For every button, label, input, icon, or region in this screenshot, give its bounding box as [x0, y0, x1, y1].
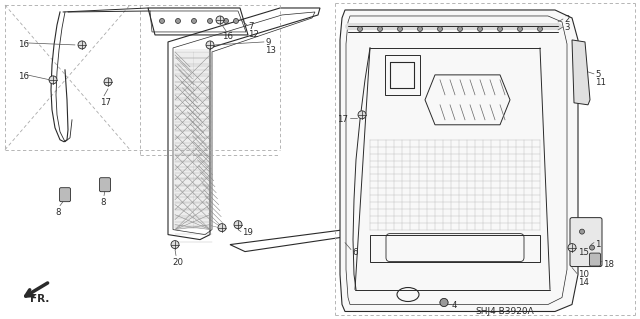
Circle shape — [538, 26, 543, 32]
Polygon shape — [572, 40, 590, 105]
Text: 16: 16 — [18, 72, 29, 81]
Text: 9: 9 — [265, 38, 270, 47]
Circle shape — [218, 224, 226, 232]
Text: 17: 17 — [337, 115, 348, 124]
Text: 5: 5 — [595, 70, 600, 79]
Circle shape — [159, 19, 164, 24]
Text: 15: 15 — [578, 248, 589, 256]
Circle shape — [477, 26, 483, 32]
Circle shape — [518, 26, 522, 32]
Text: 11: 11 — [595, 78, 606, 87]
Text: 17: 17 — [100, 98, 111, 107]
Text: FR.: FR. — [30, 293, 49, 303]
Circle shape — [78, 41, 86, 49]
Text: 1: 1 — [595, 240, 600, 249]
Circle shape — [378, 26, 383, 32]
Circle shape — [234, 19, 239, 24]
Text: 7: 7 — [248, 22, 253, 31]
Circle shape — [568, 244, 576, 252]
Circle shape — [397, 26, 403, 32]
Text: 13: 13 — [265, 46, 276, 55]
Text: 8: 8 — [55, 208, 61, 217]
Text: 10: 10 — [578, 270, 589, 278]
Text: 2: 2 — [564, 15, 570, 24]
Polygon shape — [340, 10, 578, 311]
FancyBboxPatch shape — [99, 178, 111, 192]
Circle shape — [223, 19, 228, 24]
Text: 12: 12 — [248, 30, 259, 39]
Text: 18: 18 — [603, 260, 614, 269]
Circle shape — [438, 26, 442, 32]
Text: 16: 16 — [222, 32, 233, 41]
Circle shape — [216, 16, 224, 24]
Circle shape — [207, 19, 212, 24]
Text: 6: 6 — [352, 248, 358, 256]
Circle shape — [497, 26, 502, 32]
Text: 16: 16 — [18, 40, 29, 49]
Text: 14: 14 — [578, 278, 589, 286]
Circle shape — [589, 245, 595, 250]
Circle shape — [206, 41, 214, 49]
FancyBboxPatch shape — [570, 218, 602, 267]
Circle shape — [49, 76, 57, 84]
Text: SHJ4-B3920A: SHJ4-B3920A — [475, 308, 534, 316]
Text: 8: 8 — [100, 198, 106, 207]
Circle shape — [358, 111, 366, 119]
Circle shape — [417, 26, 422, 32]
Circle shape — [191, 19, 196, 24]
FancyBboxPatch shape — [589, 253, 600, 266]
Circle shape — [104, 78, 112, 86]
Circle shape — [440, 299, 448, 307]
Text: 20: 20 — [172, 257, 183, 267]
Text: 4: 4 — [452, 301, 458, 310]
Circle shape — [458, 26, 463, 32]
Circle shape — [234, 221, 242, 229]
Circle shape — [579, 229, 584, 234]
Circle shape — [171, 241, 179, 249]
FancyBboxPatch shape — [60, 188, 70, 202]
Circle shape — [175, 19, 180, 24]
Circle shape — [358, 26, 362, 32]
Text: 19: 19 — [242, 228, 253, 237]
Text: 3: 3 — [564, 23, 570, 32]
